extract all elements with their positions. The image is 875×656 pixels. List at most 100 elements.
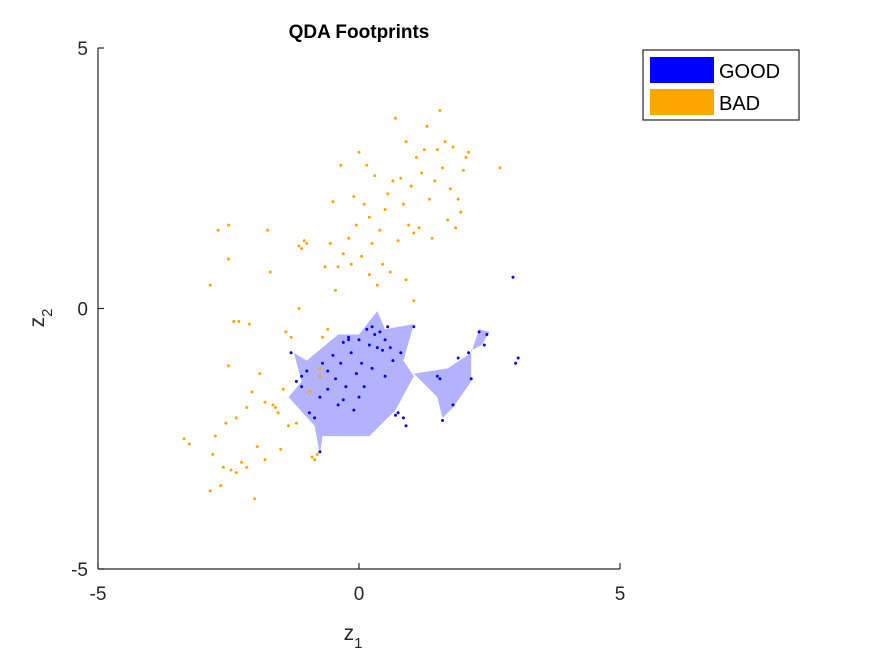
point-good-42 [412, 325, 416, 329]
point-bad-25 [258, 372, 262, 376]
point-good-44 [438, 377, 442, 381]
point-bad-70 [381, 262, 384, 266]
point-bad-72 [386, 192, 390, 196]
y-tick-label-2: 5 [77, 39, 88, 60]
legend-swatch-good [650, 57, 714, 83]
point-bad-6 [216, 228, 220, 232]
ticks-layer: -5 0 5 -5 0 5 [71, 39, 625, 605]
point-good-2 [300, 374, 304, 378]
y-tick-label-0: -5 [71, 560, 88, 581]
footprint-good-polygon-1 [413, 329, 490, 418]
point-bad-101 [461, 168, 465, 172]
point-good-52 [482, 343, 486, 347]
point-good-13 [336, 403, 340, 407]
point-bad-4 [211, 452, 215, 456]
point-bad-94 [443, 140, 447, 144]
point-bad-91 [435, 148, 439, 152]
point-good-16 [344, 385, 348, 389]
point-bad-12 [227, 364, 230, 368]
point-bad-81 [409, 184, 413, 188]
point-bad-18 [240, 460, 244, 464]
x-tick-label-2: 5 [615, 584, 626, 605]
point-bad-53 [334, 288, 337, 292]
point-bad-23 [253, 497, 257, 501]
point-bad-68 [375, 283, 379, 287]
point-bad-75 [394, 116, 397, 120]
point-bad-2 [208, 283, 212, 287]
point-bad-65 [367, 273, 371, 277]
point-bad-49 [323, 265, 327, 269]
point-bad-64 [365, 163, 369, 167]
point-good-57 [341, 398, 345, 402]
point-bad-84 [417, 226, 421, 230]
y-tick-label-1: 0 [77, 300, 88, 321]
point-bad-100 [459, 210, 463, 214]
point-good-24 [365, 327, 369, 331]
point-bad-80 [407, 223, 411, 227]
point-bad-92 [438, 109, 442, 112]
point-bad-87 [425, 124, 429, 128]
point-bad-36 [287, 424, 290, 428]
point-bad-82 [412, 231, 416, 235]
point-good-33 [388, 346, 392, 350]
point-bad-61 [357, 150, 361, 154]
point-good-10 [326, 369, 330, 373]
point-bad-56 [341, 252, 345, 256]
point-good-6 [313, 416, 317, 420]
point-bad-67 [373, 174, 377, 178]
point-bad-57 [347, 236, 351, 240]
point-good-37 [399, 351, 403, 355]
point-bad-41 [302, 239, 306, 243]
point-bad-104 [498, 166, 502, 170]
point-bad-17 [237, 320, 241, 323]
point-bad-69 [378, 228, 382, 232]
point-bad-46 [315, 452, 319, 456]
point-good-17 [347, 335, 351, 339]
point-good-8 [318, 395, 322, 399]
point-good-46 [451, 403, 455, 407]
point-bad-47 [318, 374, 322, 378]
point-good-32 [386, 325, 390, 329]
chart-title: QDA Footprints [289, 22, 430, 43]
point-bad-39 [297, 244, 301, 248]
point-bad-105 [412, 299, 416, 303]
point-bad-90 [433, 179, 437, 183]
point-bad-33 [279, 447, 283, 451]
point-good-12 [334, 377, 337, 381]
x-tick-label-0: -5 [90, 584, 107, 605]
point-good-56 [326, 387, 330, 391]
point-bad-11 [227, 257, 230, 261]
point-bad-32 [276, 411, 280, 415]
point-bad-31 [274, 406, 277, 409]
point-bad-48 [321, 335, 324, 339]
point-bad-19 [245, 465, 249, 469]
point-good-15 [341, 340, 345, 344]
point-good-22 [360, 361, 364, 365]
point-good-55 [516, 356, 520, 360]
point-bad-106 [318, 366, 322, 370]
point-bad-89 [430, 236, 434, 240]
x-axis-label: z1 [344, 622, 363, 652]
point-good-34 [391, 359, 395, 363]
point-bad-97 [451, 145, 455, 149]
point-good-40 [347, 338, 351, 342]
point-bad-76 [396, 239, 400, 243]
point-good-9 [321, 361, 324, 365]
point-good-31 [383, 338, 387, 342]
point-good-43 [435, 374, 439, 378]
point-bad-79 [404, 140, 408, 144]
point-good-36 [396, 411, 400, 415]
point-bad-71 [383, 208, 387, 211]
point-bad-45 [313, 458, 317, 462]
point-good-51 [485, 333, 489, 336]
point-good-49 [469, 377, 473, 381]
point-good-54 [514, 361, 518, 365]
point-good-35 [394, 413, 397, 417]
point-bad-73 [388, 270, 392, 274]
point-good-1 [294, 379, 298, 383]
point-bad-44 [310, 455, 314, 459]
point-good-23 [362, 385, 366, 389]
point-bad-51 [328, 241, 332, 245]
point-good-41 [357, 395, 361, 399]
point-good-53 [511, 275, 515, 279]
